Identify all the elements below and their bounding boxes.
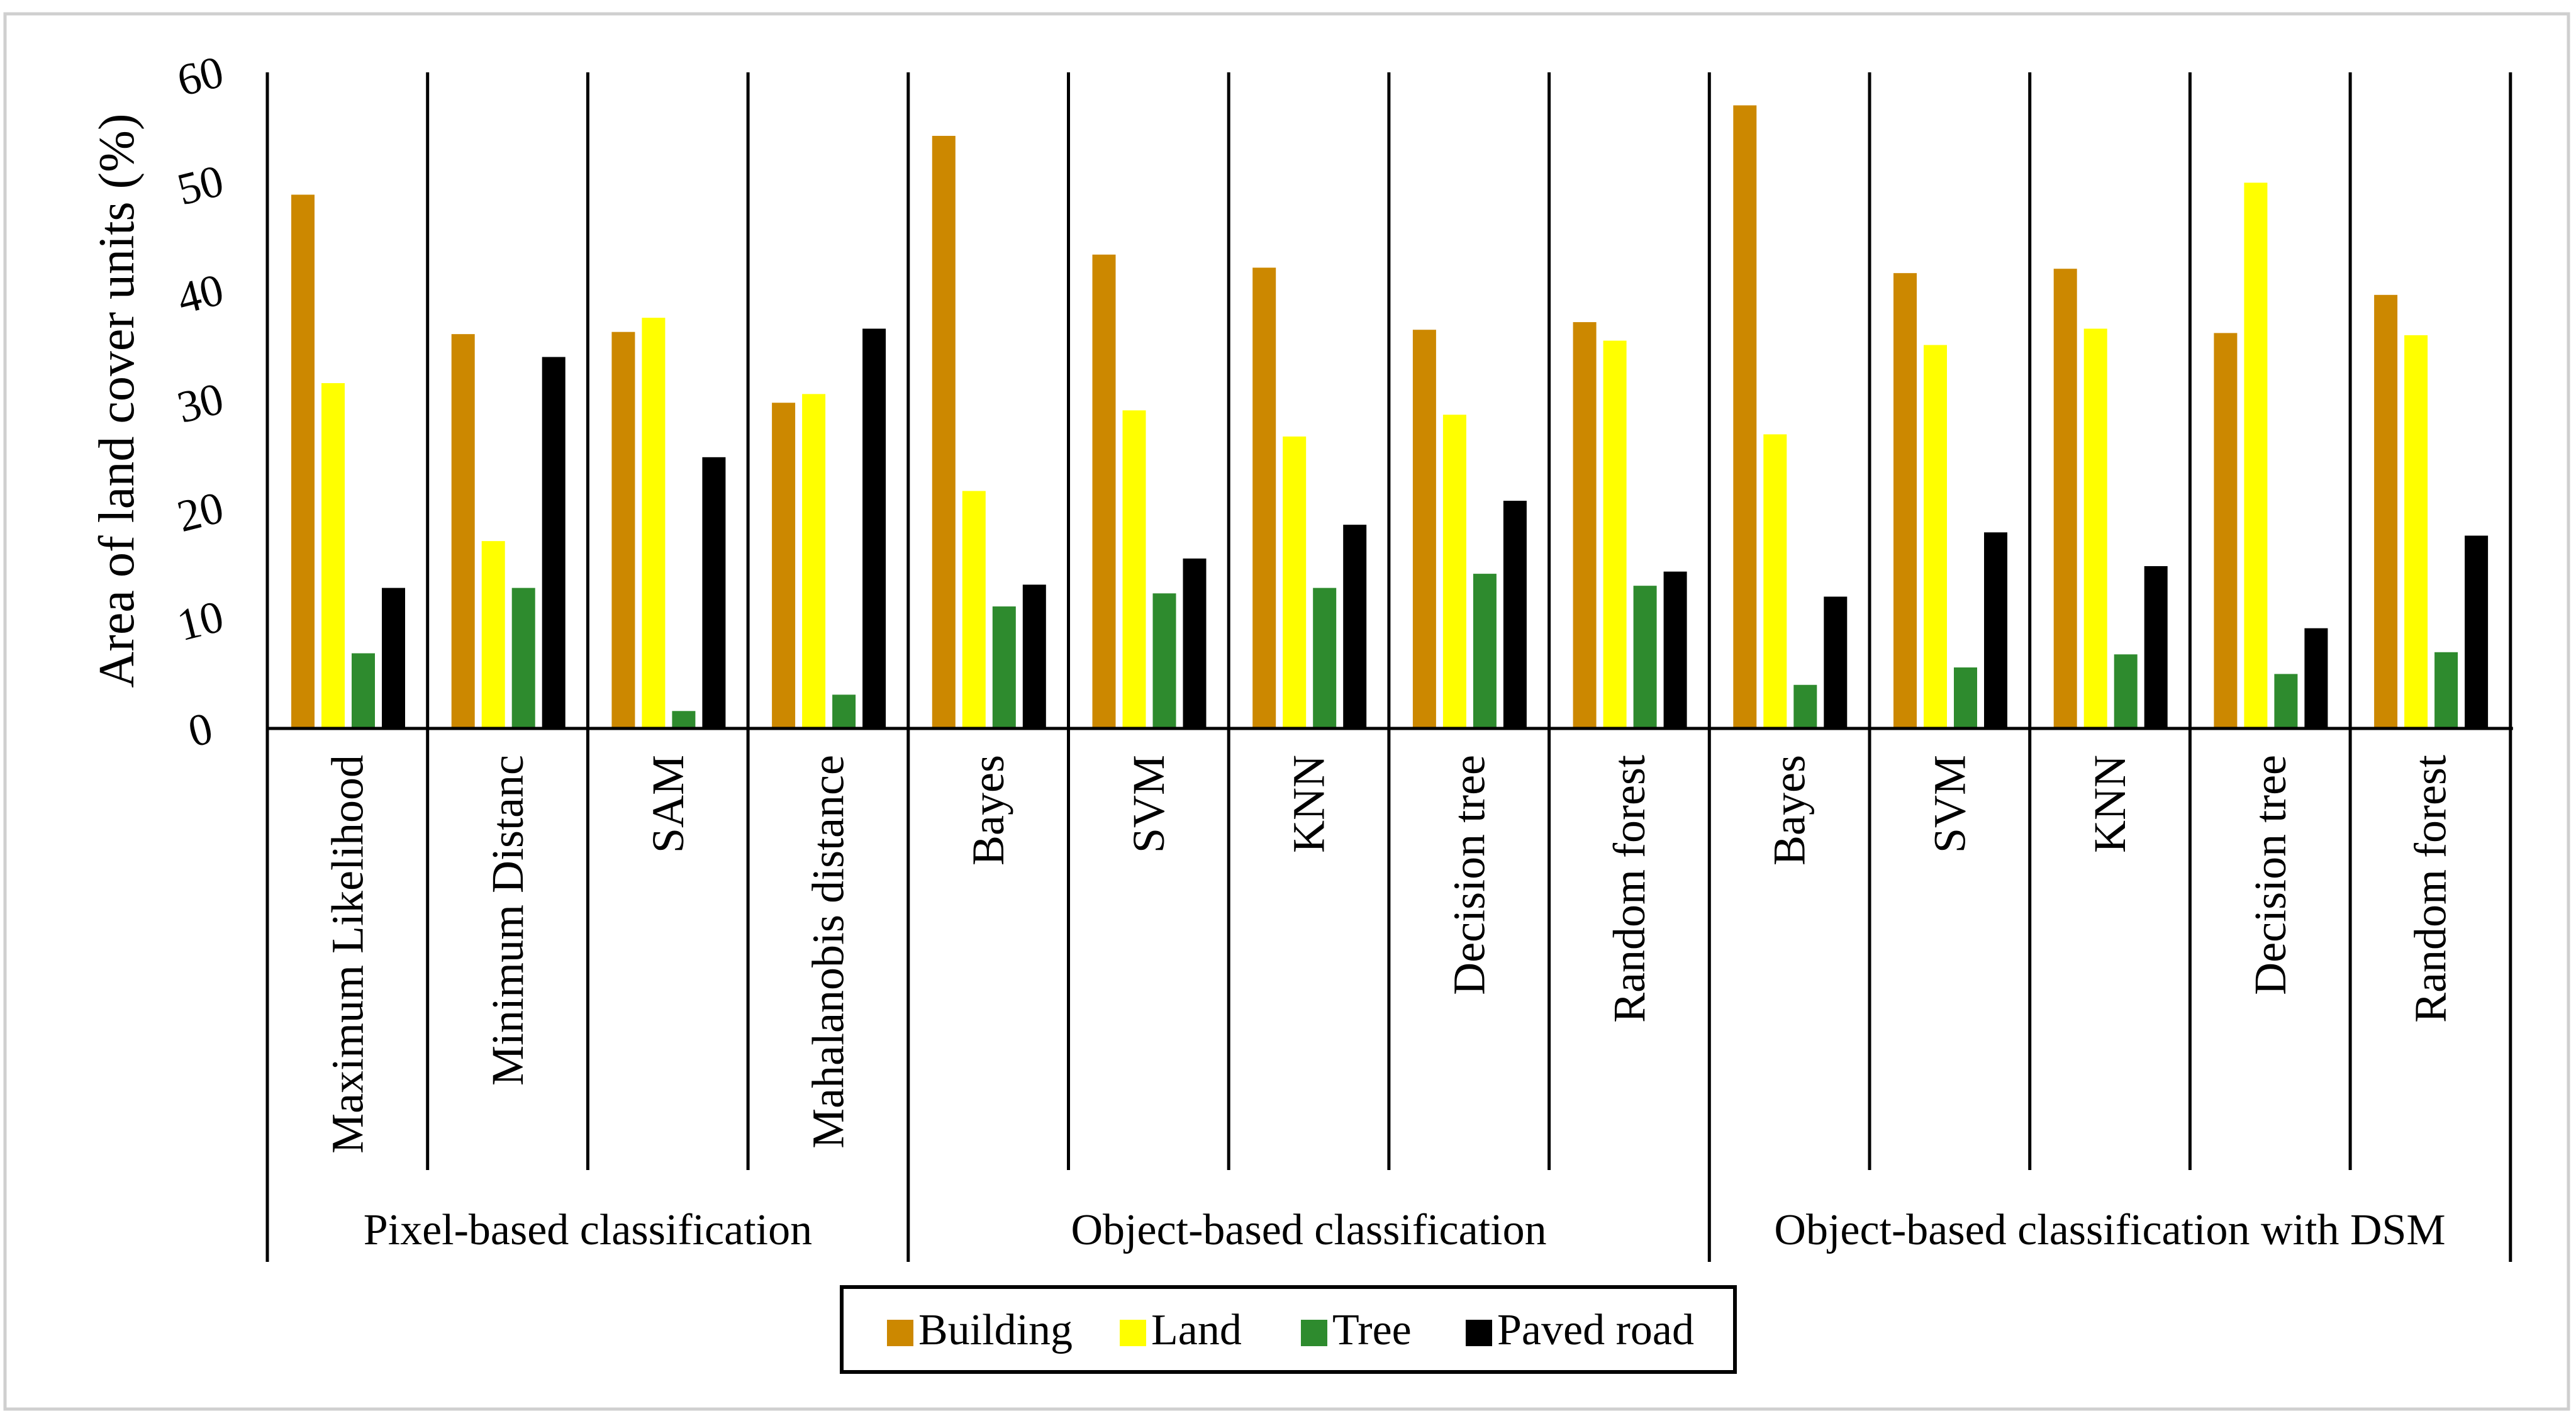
legend-swatch	[887, 1320, 913, 1346]
bar-land	[1603, 340, 1627, 728]
bar-tree	[1633, 586, 1657, 728]
bar-land	[962, 491, 986, 728]
bar-land	[1442, 415, 1466, 728]
bar-land	[1763, 434, 1787, 728]
bar-tree	[1152, 593, 1176, 728]
bar-paved-road	[1824, 596, 1848, 728]
bar-tree	[2274, 674, 2298, 728]
x-tick-label: SVM	[1924, 755, 1975, 853]
x-tick-label: SAM	[643, 755, 693, 853]
bar-paved-road	[1022, 584, 1046, 728]
x-tick-label: SVM	[1124, 755, 1174, 853]
bar-land	[2244, 182, 2268, 728]
bar-tree	[832, 694, 856, 728]
bar-land	[1924, 345, 1947, 728]
bar-building	[611, 332, 635, 728]
bar-tree	[1793, 684, 1817, 728]
bar-paved-road	[1984, 532, 2007, 728]
x-tick-label: Random forest	[1604, 755, 1654, 1023]
bar-tree	[352, 653, 375, 728]
bar-tree	[2114, 654, 2138, 728]
x-tick-label: Decision tree	[2245, 755, 2295, 995]
bars	[291, 105, 2489, 729]
legend-label: Building	[918, 1306, 1073, 1354]
bar-land	[642, 318, 666, 729]
bar-building	[1252, 267, 1276, 728]
bar-tree	[1473, 574, 1497, 728]
bar-tree	[511, 588, 535, 728]
bar-land	[2404, 335, 2428, 728]
category-separators	[265, 72, 2512, 1262]
bar-building	[2053, 269, 2077, 728]
bar-building	[1573, 322, 1597, 728]
bar-paved-road	[2465, 535, 2489, 728]
x-tick-label: KNN	[1284, 755, 1334, 853]
bar-building	[1092, 254, 1116, 729]
bar-land	[802, 394, 826, 728]
bar-building	[2214, 333, 2238, 728]
x-tick-label: Mahalanobis distance	[803, 755, 853, 1149]
legend: Building Land Tree Paved road	[840, 1285, 1737, 1374]
x-tick-label: Minimum Distanc	[482, 755, 533, 1086]
x-tick-label: Maximum Likelihood	[322, 755, 372, 1154]
group-label: Object-based classification	[1071, 1206, 1547, 1254]
legend-label: Land	[1151, 1306, 1242, 1354]
bar-land	[1122, 410, 1146, 728]
bar-paved-road	[2144, 566, 2168, 728]
legend-label: Paved road	[1497, 1306, 1694, 1354]
bar-tree	[1313, 588, 1337, 728]
bar-tree	[672, 711, 696, 728]
bar-paved-road	[862, 328, 886, 728]
bar-paved-road	[542, 357, 566, 728]
bar-paved-road	[702, 457, 726, 728]
bar-building	[772, 403, 796, 728]
bar-paved-road	[382, 588, 405, 728]
x-tick-label: Bayes	[963, 755, 1013, 866]
x-tick-label: Decision tree	[1444, 755, 1494, 995]
y-axis-title: Area of land cover units (%)	[89, 114, 145, 688]
legend-box	[840, 1285, 1737, 1374]
bar-building	[1733, 105, 1757, 728]
bar-paved-road	[2304, 628, 2328, 728]
bar-land	[321, 383, 345, 728]
group-labels: Pixel-based classification Object-based c…	[364, 1206, 2446, 1254]
bar-paved-road	[1503, 501, 1527, 728]
bar-paved-road	[1663, 571, 1687, 728]
legend-swatch	[1301, 1320, 1327, 1346]
bar-building	[1893, 273, 1917, 728]
bar-land	[481, 541, 505, 728]
bar-paved-road	[1343, 525, 1367, 728]
bar-building	[291, 194, 315, 728]
x-axis-ticks: Maximum Likelihood Minimum Distanc SAM Maha…	[322, 755, 2455, 1154]
bar-land	[1283, 436, 1307, 728]
bar-land	[2083, 328, 2107, 728]
bar-building	[1412, 330, 1436, 728]
legend-label: Tree	[1332, 1306, 1412, 1354]
bar-building	[451, 334, 475, 728]
group-label: Pixel-based classification	[364, 1206, 812, 1254]
bar-tree	[992, 606, 1016, 728]
x-tick-label: Random forest	[2405, 755, 2455, 1023]
bar-building	[2374, 294, 2398, 729]
legend-swatch	[1120, 1320, 1146, 1346]
bar-paved-road	[1183, 558, 1207, 728]
x-tick-label: Bayes	[1765, 755, 1815, 866]
x-tick-label: KNN	[2085, 755, 2135, 853]
bar-tree	[2434, 652, 2458, 728]
bar-tree	[1954, 667, 1977, 728]
group-label: Object-based classification with DSM	[1774, 1206, 2445, 1254]
bar-building	[932, 135, 956, 728]
legend-swatch	[1466, 1320, 1492, 1346]
